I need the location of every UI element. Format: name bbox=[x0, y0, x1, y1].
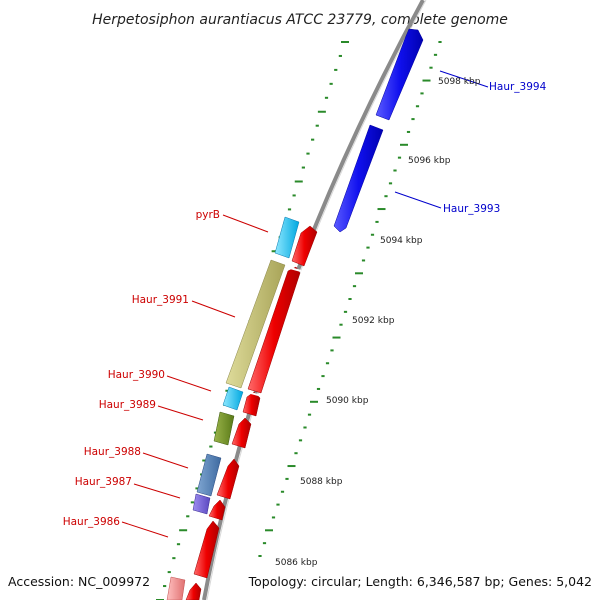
gene-shape-haur-3987-red[interactable] bbox=[208, 499, 226, 521]
gene-block-haur-3991[interactable] bbox=[225, 259, 286, 389]
leader-lines bbox=[121, 70, 489, 538]
accession-text: Accession: NC_009972 bbox=[8, 574, 150, 589]
gene-label-haur-3986[interactable]: Haur_3986 bbox=[63, 516, 121, 528]
gene-label-haur-3988[interactable]: Haur_3988 bbox=[84, 446, 141, 458]
gene-labels: Haur_3994 Haur_3993 pyrB Haur_3991 Haur_… bbox=[63, 81, 547, 528]
gene-shape-haur-3991-red[interactable] bbox=[247, 266, 301, 394]
gene-label-haur-3991[interactable]: Haur_3991 bbox=[132, 294, 189, 306]
gene-shape-haur-3988-red[interactable] bbox=[216, 458, 240, 500]
scale-label: 5086 kbp bbox=[275, 558, 318, 568]
gene-block-haur-3990[interactable] bbox=[222, 386, 244, 411]
gene-block-bottom-pink[interactable] bbox=[166, 576, 186, 600]
gene-label-haur-3987[interactable]: Haur_3987 bbox=[75, 476, 132, 488]
genome-summary-text: Topology: circular; Length: 6,346,587 bp… bbox=[248, 574, 592, 589]
scale-label: 5098 kbp bbox=[438, 77, 481, 87]
gene-label-haur-3989[interactable]: Haur_3989 bbox=[99, 399, 156, 411]
gene-shape-haur-3994[interactable] bbox=[375, 28, 424, 121]
gene-shape-pyrb-red[interactable] bbox=[291, 225, 318, 267]
gene-label-haur-3990[interactable]: Haur_3990 bbox=[108, 369, 165, 381]
scale-label: 5090 kbp bbox=[326, 396, 369, 406]
scale-label: 5088 kbp bbox=[300, 477, 343, 487]
map-title: Herpetosiphon aurantiacus ATCC 23779, co… bbox=[92, 12, 508, 28]
scale-labels: 5098 kbp 5096 kbp 5094 kbp 5092 kbp 5090… bbox=[275, 77, 481, 568]
gene-shape-bottom-red[interactable] bbox=[185, 582, 202, 600]
gene-label-haur-3993[interactable]: Haur_3993 bbox=[443, 203, 500, 215]
scale-ticks bbox=[156, 41, 442, 600]
scale-label: 5092 kbp bbox=[352, 316, 395, 326]
gene-block-haur-3988[interactable] bbox=[196, 453, 222, 497]
gene-track bbox=[166, 28, 424, 600]
gene-block-pyrb[interactable] bbox=[274, 216, 300, 259]
gene-shape-haur-3986-red[interactable] bbox=[193, 520, 220, 579]
gene-block-haur-3989[interactable] bbox=[213, 411, 235, 446]
footer: Accession: NC_009972 Topology: circular;… bbox=[8, 574, 592, 589]
scale-label: 5094 kbp bbox=[380, 236, 423, 246]
gene-shape-haur-3993[interactable] bbox=[333, 124, 384, 233]
gene-block-haur-3987[interactable] bbox=[192, 493, 211, 515]
gene-label-haur-3994[interactable]: Haur_3994 bbox=[489, 81, 547, 93]
gene-label-pyrb[interactable]: pyrB bbox=[196, 209, 220, 221]
gene-shape-haur-3989-red[interactable] bbox=[231, 417, 252, 449]
scale-label: 5096 kbp bbox=[408, 156, 451, 166]
